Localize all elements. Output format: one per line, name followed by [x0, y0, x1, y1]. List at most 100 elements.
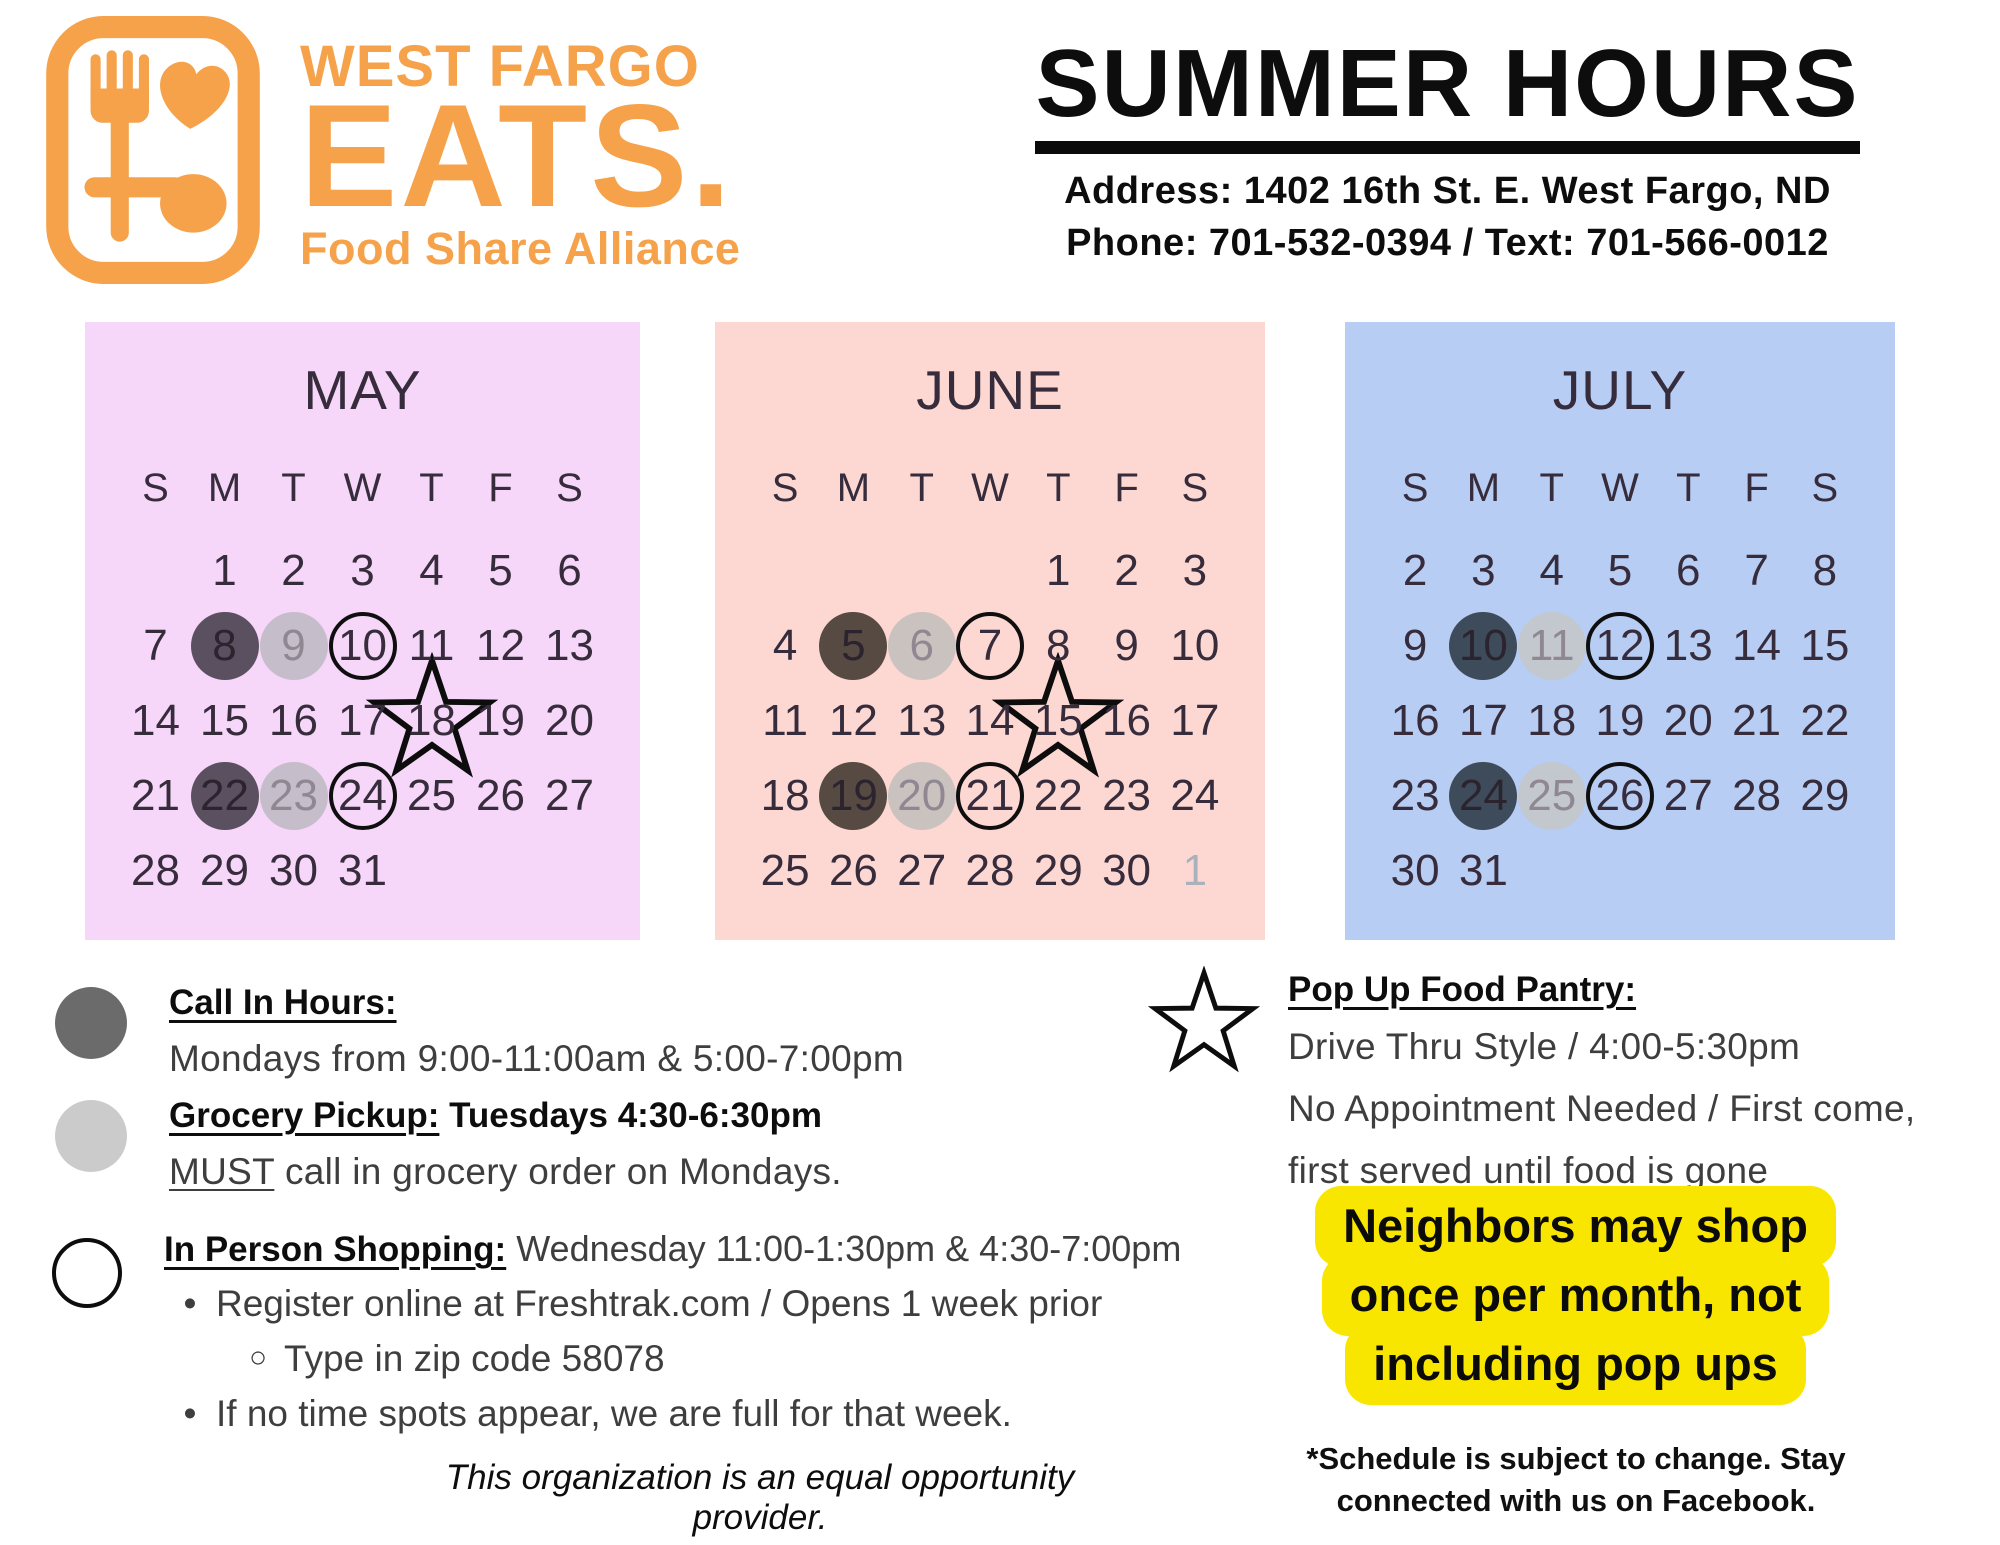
day-number: 3	[1182, 545, 1208, 595]
calendar-day: 15	[992, 651, 1125, 778]
calendar-day: 23	[259, 758, 328, 833]
day-number: 4	[419, 545, 444, 595]
day-number: 12	[828, 695, 878, 745]
calendar-day-empty	[1518, 833, 1586, 908]
day-number: 15	[200, 695, 249, 745]
grocery-pickup-day-marker	[1517, 611, 1586, 680]
calendar-day-empty	[956, 533, 1024, 608]
day-header: T	[281, 466, 306, 510]
day-number: 9	[1402, 620, 1428, 670]
grocery-pickup-day-marker	[1517, 761, 1586, 830]
calendar-day: 30	[1381, 833, 1449, 908]
phone-line: Phone: 701-532-0394 / Text: 701-566-0012	[1066, 221, 1829, 264]
calendar-day-empty	[751, 533, 819, 608]
calendar-day: 7	[121, 608, 190, 683]
calendar-day: 1	[1024, 533, 1092, 608]
calendar-day: 13	[1654, 608, 1722, 683]
calendar-day: 12	[1585, 608, 1654, 683]
fork-heart-spoon-logo-icon	[46, 16, 260, 284]
in-person-bullet-2: • If no time spots appear, we are full f…	[164, 1393, 1181, 1435]
in-person-bullet-1: • Register online at Freshtrak.com / Ope…	[164, 1283, 1181, 1325]
calendar-day: 17	[1161, 683, 1229, 758]
notice-line-2: once per month, not	[1321, 1255, 1830, 1336]
brand-name-line2: EATS.	[300, 74, 735, 237]
day-number: 5	[1607, 545, 1633, 595]
day-number: 13	[545, 620, 594, 670]
schedule-disclaimer: *Schedule is subject to change. Stay con…	[1306, 1441, 1846, 1518]
calendar-day: 20	[535, 683, 604, 758]
grocery-pickup-day-marker	[887, 761, 956, 830]
day-header: F	[1114, 466, 1139, 510]
pop-up-line-1: Drive Thru Style / 4:00-5:30pm	[1288, 1026, 1801, 1067]
calendar-day: 11	[1517, 608, 1586, 683]
calendar-day: 25	[751, 833, 819, 908]
calendar-day: 10	[328, 608, 397, 683]
calendar-day: 20	[887, 758, 956, 833]
calendar-day-empty	[819, 533, 887, 608]
pop-up-pantry-day-marker	[992, 651, 1125, 778]
call-in-day-marker	[819, 761, 888, 830]
day-number: 2	[281, 545, 306, 595]
day-number: 28	[965, 845, 1015, 895]
day-number: 18	[1527, 695, 1577, 745]
grocery-body-emphasis: MUST	[169, 1151, 275, 1192]
day-number: 17	[338, 695, 387, 745]
calendar-day: 16	[1381, 683, 1449, 758]
calendar-day-empty	[1722, 833, 1790, 908]
calendar-day: 12	[819, 683, 887, 758]
day-number: 30	[1102, 845, 1152, 895]
brand-name-line1: WEST FARGO	[300, 34, 700, 99]
day-header: F	[1744, 466, 1769, 510]
day-number: 22	[200, 770, 249, 820]
calendar-day: 3	[1449, 533, 1517, 608]
pop-up-line-3: first served until food is gone	[1288, 1149, 1769, 1191]
call-in-day-marker	[1449, 611, 1518, 680]
calendar-day: 27	[535, 758, 604, 833]
calendar-day: 1	[1161, 833, 1229, 908]
day-number: 25	[1527, 770, 1577, 820]
calendar-day: 5	[1586, 533, 1654, 608]
calendar-day: 14	[956, 683, 1024, 758]
in-person-shopping-day-marker	[955, 611, 1024, 680]
call-in-marker-icon	[55, 987, 127, 1059]
calendar-day: 22	[1024, 758, 1092, 833]
calendar-grid: 1 2 3 4 5 6 7 8 9 10 11 12 13 14 15 16 17 18 19 20 21 22 23 24…	[751, 533, 1229, 908]
calendar-day: 23	[1092, 758, 1160, 833]
day-header: W	[343, 466, 382, 510]
legend-pop-up-pantry: Pop Up Food Pantry: Drive Thru Style / 4…	[1288, 970, 1958, 1195]
day-number: 22	[1033, 770, 1083, 820]
day-number: 24	[338, 770, 387, 820]
day-number: 18	[760, 770, 810, 820]
day-number: 19	[476, 695, 525, 745]
calendar-day: 24	[328, 758, 397, 833]
calendar-day: 26	[466, 758, 535, 833]
calendar-day: 6	[535, 533, 604, 608]
grocery-marker-icon	[55, 1100, 127, 1172]
calendar-day-empty	[1586, 833, 1654, 908]
calendar-day: 27	[888, 833, 956, 908]
calendar-day: 3	[328, 533, 397, 608]
day-number: 24	[1458, 770, 1508, 820]
day-number: 28	[131, 845, 180, 895]
bullet-icon: •	[183, 1393, 197, 1434]
day-number: 26	[1595, 770, 1645, 820]
calendar-day: 25	[397, 758, 466, 833]
calendar-day-empty	[535, 833, 604, 908]
calendar-day: 6	[1654, 533, 1722, 608]
day-number: 25	[407, 770, 456, 820]
in-person-shopping-day-marker	[328, 761, 397, 830]
calendar-day: 30	[259, 833, 328, 908]
calendar-day: 2	[1092, 533, 1160, 608]
day-number: 11	[1528, 620, 1575, 670]
calendar-day: 12	[466, 608, 535, 683]
day-header: W	[971, 466, 1009, 510]
calendar-day: 21	[955, 758, 1024, 833]
address-line: Address: 1402 16th St. E. West Fargo, ND	[1064, 169, 1831, 212]
notice-line-1: Neighbors may shop	[1315, 1186, 1836, 1267]
calendar-day-empty	[121, 533, 190, 608]
calendar-day: 7	[955, 608, 1024, 683]
calendar-day: 27	[1654, 758, 1722, 833]
day-number: 11	[762, 695, 808, 745]
